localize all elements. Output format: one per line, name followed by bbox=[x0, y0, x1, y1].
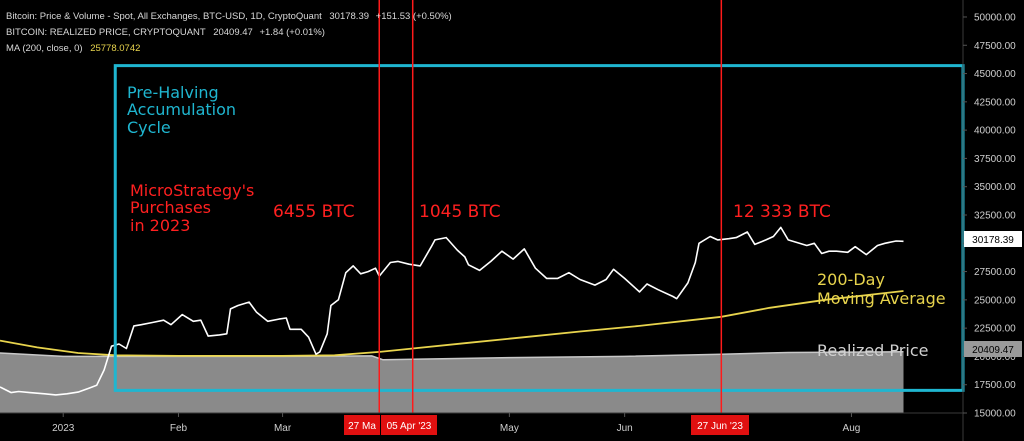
date-badge-3-text: 27 Jun '23 bbox=[697, 421, 743, 432]
date-badge-2-bg bbox=[381, 415, 437, 435]
y-tick-label: 35000.00 bbox=[974, 182, 1016, 193]
y-tick-label: 42500.00 bbox=[974, 97, 1016, 108]
price-badge-bg bbox=[964, 231, 1022, 247]
annotations: Pre-Halving Accumulation Cycle MicroStra… bbox=[127, 83, 946, 360]
purchase-3-label: 12 333 BTC bbox=[733, 202, 831, 222]
y-tick-label: 45000.00 bbox=[974, 69, 1016, 80]
price-layer bbox=[0, 226, 904, 396]
ma-annotation-line-2: Moving Average bbox=[817, 289, 946, 308]
legend-price-label: Bitcoin: Price & Volume - Spot, All Exch… bbox=[6, 11, 322, 22]
y-tick-label: 32500.00 bbox=[974, 210, 1016, 221]
realized-badge-text: 20409.47 bbox=[972, 345, 1014, 356]
date-badge-1-text: 27 Ma bbox=[348, 421, 376, 432]
ma-annotation: 200-Day Moving Average bbox=[817, 270, 946, 308]
y-tick-label: 37500.00 bbox=[974, 154, 1016, 165]
cycle-title-line-1: Pre-Halving bbox=[127, 83, 219, 102]
legend-price-change: +151.53 (+0.50%) bbox=[376, 11, 452, 22]
ma-annotation-line-1: 200-Day bbox=[817, 270, 885, 289]
cycle-title: Pre-Halving Accumulation Cycle bbox=[127, 83, 241, 137]
y-tick-label: 50000.00 bbox=[974, 12, 1016, 23]
legend-price-value: 30178.39 bbox=[329, 11, 369, 22]
y-tick-label: 17500.00 bbox=[974, 380, 1016, 391]
purchase-1-label: 6455 BTC bbox=[273, 202, 355, 222]
x-tick-label: Jun bbox=[617, 423, 633, 434]
legend-header: Bitcoin: Price & Volume - Spot, All Exch… bbox=[6, 11, 452, 54]
price-badge-text: 30178.39 bbox=[972, 235, 1014, 246]
realized-badge-bg bbox=[964, 341, 1022, 357]
purchases-title-line-1: MicroStrategy's bbox=[130, 181, 254, 200]
x-tick-label: Aug bbox=[843, 423, 861, 434]
y-tick-label: 20000.00 bbox=[974, 352, 1016, 363]
y-tick-label: 47500.00 bbox=[974, 41, 1016, 52]
legend-realized-change: +1.84 (+0.01%) bbox=[259, 27, 325, 38]
legend-line-ma: MA (200, close, 0) 25778.0742 bbox=[6, 43, 140, 54]
purchases-title-line-3: in 2023 bbox=[130, 216, 190, 235]
realized-badge: 20409.47 bbox=[964, 341, 1022, 357]
date-badges: 27 Ma 05 Apr '23 27 Jun '23 bbox=[344, 415, 749, 435]
y-tick-label: 40000.00 bbox=[974, 126, 1016, 137]
cycle-title-line-3: Cycle bbox=[127, 118, 171, 137]
cycle-title-line-2: Accumulation bbox=[127, 100, 236, 119]
legend-line-price: Bitcoin: Price & Volume - Spot, All Exch… bbox=[6, 11, 452, 22]
x-tick-label: 2023 bbox=[52, 423, 75, 434]
realized-price-area bbox=[0, 351, 904, 413]
x-axis: 2023 Feb Mar May Jun Aug bbox=[52, 413, 860, 434]
y-tick-label: 22500.00 bbox=[974, 324, 1016, 335]
realized-price-layer bbox=[0, 351, 904, 413]
legend-realized-label: BITCOIN: REALIZED PRICE, CRYPTOQUANT bbox=[6, 27, 206, 38]
x-tick-label: May bbox=[500, 423, 519, 434]
x-tick-label: Mar bbox=[274, 423, 292, 434]
purchases-title-line-2: Purchases bbox=[130, 198, 211, 217]
purchase-2-label: 1045 BTC bbox=[419, 202, 501, 222]
y-tick-label: 25000.00 bbox=[974, 295, 1016, 306]
date-badge-2-text: 05 Apr '23 bbox=[387, 421, 432, 432]
legend-ma-label: MA (200, close, 0) bbox=[6, 43, 83, 54]
purchase-lines-layer bbox=[378, 0, 723, 413]
legend-realized-value: 20409.47 bbox=[213, 27, 253, 38]
price-badge: 30178.39 bbox=[964, 231, 1022, 247]
price-line bbox=[0, 226, 904, 396]
legend-ma-value: 25778.0742 bbox=[90, 43, 140, 54]
x-tick-label: Feb bbox=[170, 423, 188, 434]
y-tick-label: 15000.00 bbox=[974, 409, 1016, 420]
date-badge-3-bg bbox=[691, 415, 749, 435]
purchases-title: MicroStrategy's Purchases in 2023 bbox=[130, 181, 259, 235]
realized-annotation: Realized Price bbox=[817, 341, 928, 360]
legend-line-realized: BITCOIN: REALIZED PRICE, CRYPTOQUANT 204… bbox=[6, 27, 325, 38]
y-tick-label: 27500.00 bbox=[974, 267, 1016, 278]
date-badge-1-bg bbox=[344, 415, 380, 435]
